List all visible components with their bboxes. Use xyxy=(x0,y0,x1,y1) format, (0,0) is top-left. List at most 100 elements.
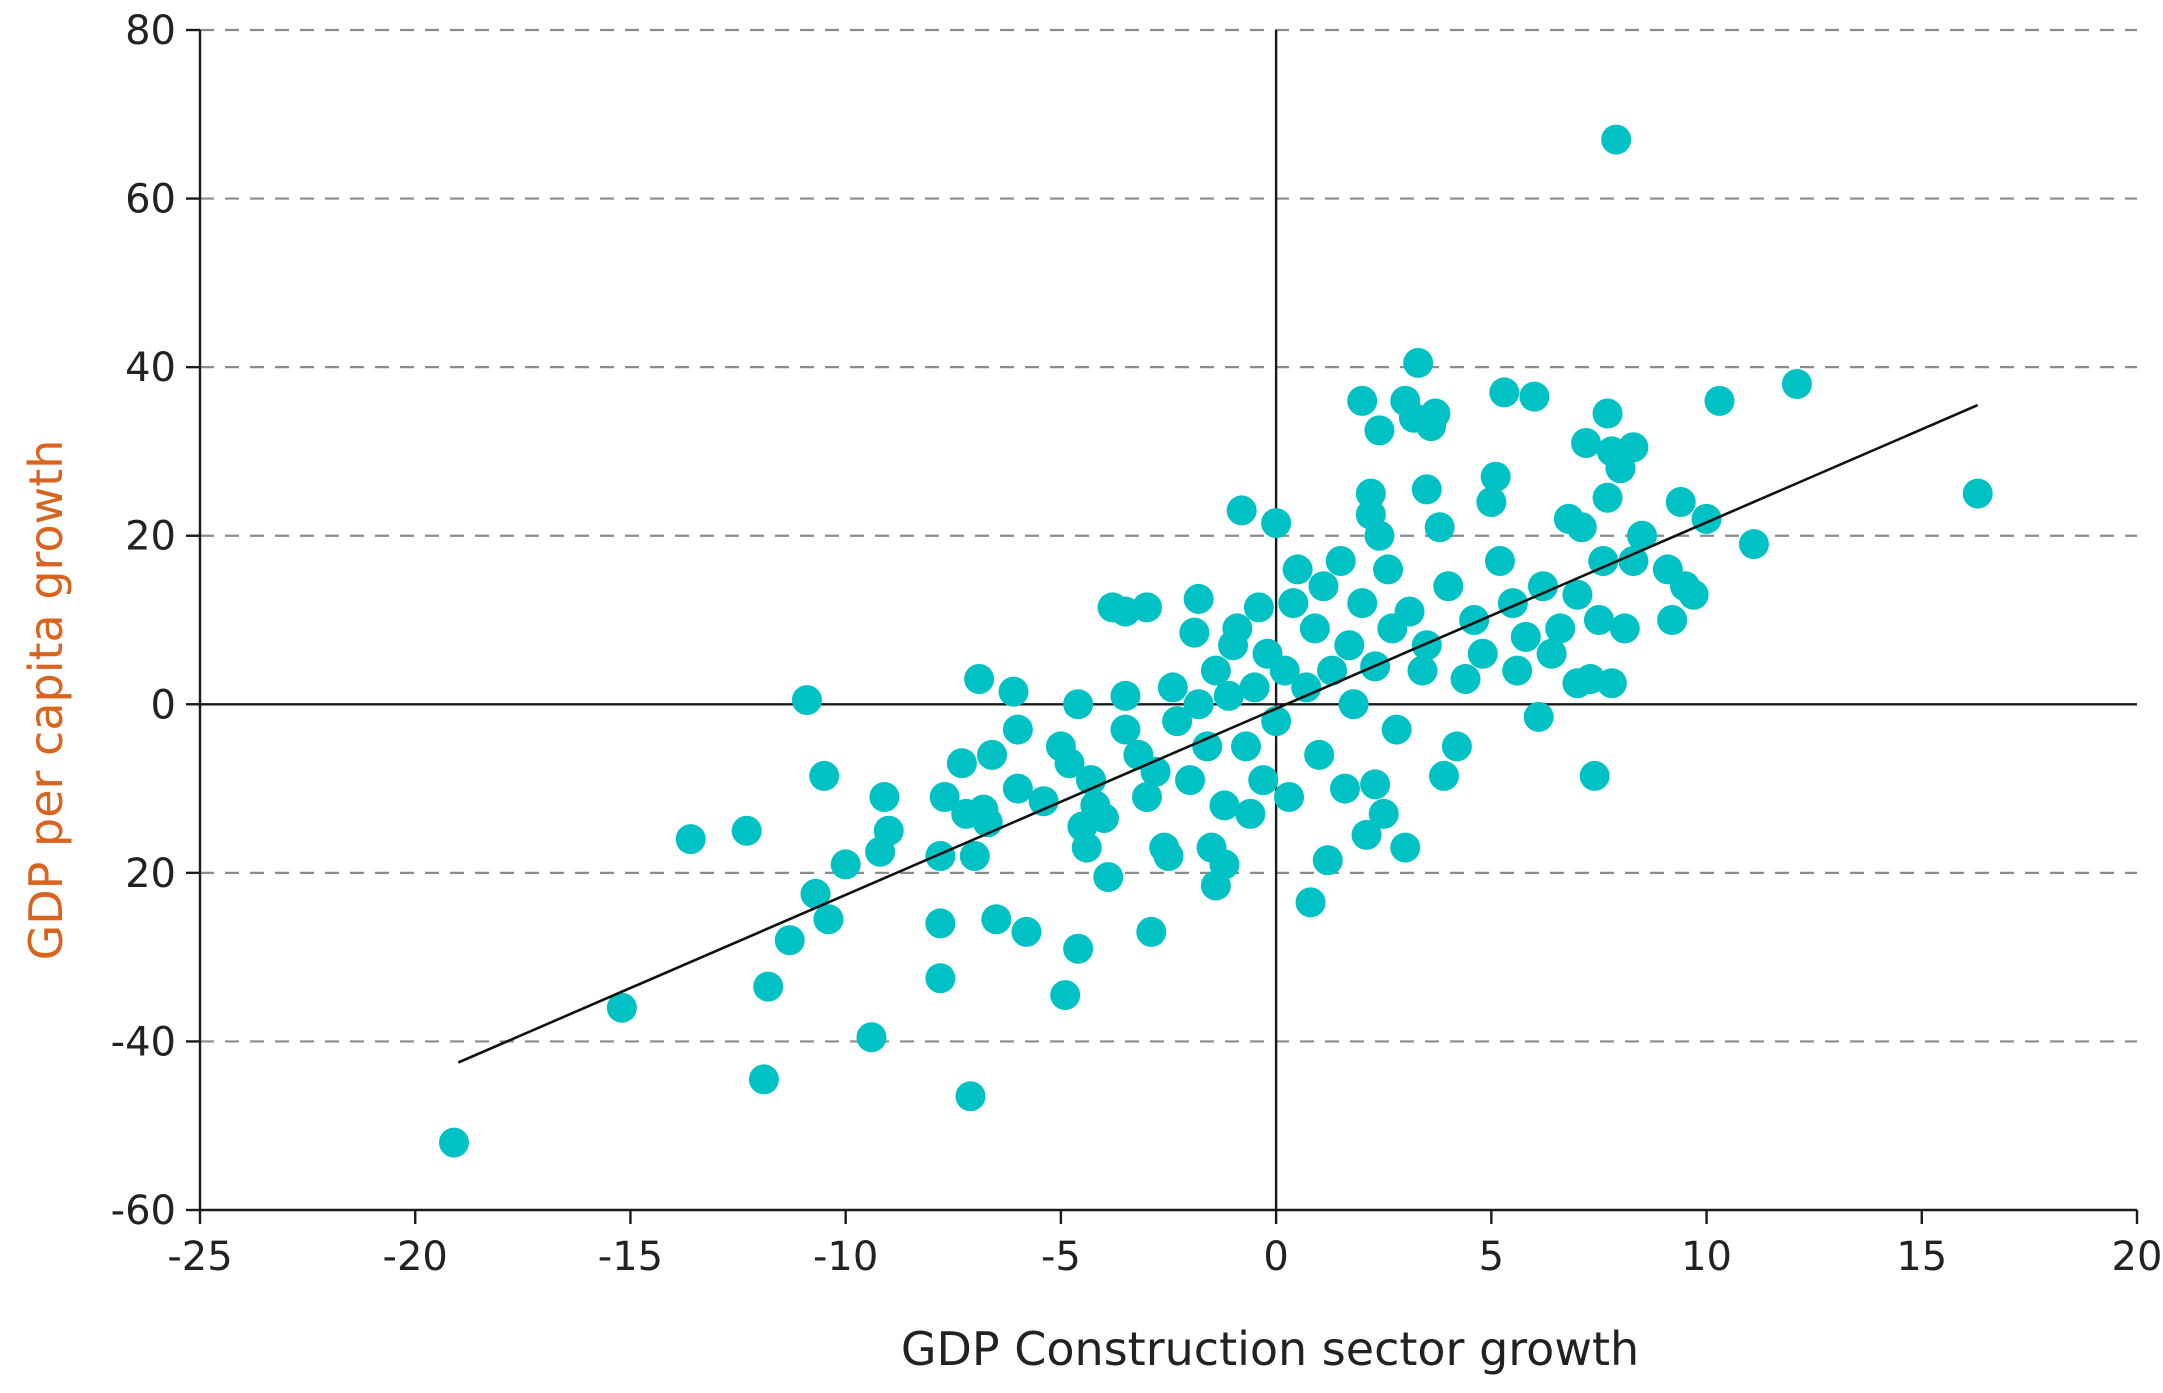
scatter-point xyxy=(1441,731,1472,762)
scatter-point xyxy=(998,676,1029,707)
scatter-point xyxy=(1261,706,1292,737)
scatter-point xyxy=(1450,664,1481,694)
scatter-point xyxy=(1592,482,1623,513)
scatter-point xyxy=(1334,630,1365,661)
scatter-point xyxy=(1183,583,1214,614)
scatter-point xyxy=(1579,760,1610,791)
scatter-point xyxy=(1063,689,1094,720)
trend-layer xyxy=(457,403,1979,1064)
scatter-point xyxy=(1355,478,1386,509)
scatter-point xyxy=(1002,773,1033,804)
scatter-point xyxy=(955,1081,986,1112)
scatter-point xyxy=(1011,916,1042,947)
scatter-point xyxy=(1317,655,1348,686)
scatter-point xyxy=(1153,841,1184,871)
scatter-point xyxy=(856,1022,887,1053)
scatter-point xyxy=(1626,520,1657,551)
scatter-point xyxy=(1131,592,1162,623)
scatter-point xyxy=(800,878,831,909)
y-tick-label: 60 xyxy=(125,177,176,223)
scatter-point xyxy=(925,908,956,939)
scatter-point xyxy=(1063,933,1094,964)
scatter-point xyxy=(1962,478,1993,509)
trend-line xyxy=(457,403,1979,1064)
y-axis-title: GDP per capita growth xyxy=(19,440,73,961)
scatter-point xyxy=(869,782,900,812)
axis-layer xyxy=(186,28,2139,1224)
scatter-point xyxy=(1424,512,1455,543)
scatter-point xyxy=(1459,605,1490,635)
scatter-point xyxy=(1403,347,1434,378)
scatter-point xyxy=(1274,782,1305,812)
scatter-point xyxy=(809,760,840,791)
scatter-point xyxy=(964,664,995,694)
scatter-point xyxy=(438,1127,469,1158)
x-tick-label: 20 xyxy=(2112,1234,2163,1280)
scatter-point xyxy=(1110,714,1141,745)
scatter-point xyxy=(813,904,844,935)
scatter-point xyxy=(1428,760,1459,791)
scatter-point xyxy=(1050,980,1081,1011)
scatter-point xyxy=(981,904,1012,935)
scatter-point xyxy=(1183,689,1214,720)
scatter-point xyxy=(1347,385,1378,416)
scatter-point xyxy=(1665,487,1696,517)
x-tick-label: 15 xyxy=(1896,1234,1947,1280)
scatter-point xyxy=(1230,731,1261,762)
y-tick-label: 80 xyxy=(125,8,176,54)
scatter-point xyxy=(1411,474,1442,505)
grid-layer xyxy=(200,28,2137,1043)
scatter-point xyxy=(1278,588,1309,619)
scatter-point xyxy=(1076,765,1107,796)
x-tick-label: -25 xyxy=(167,1234,232,1280)
scatter-point xyxy=(1222,613,1253,644)
scatter-point xyxy=(1054,748,1085,779)
x-tick-label: -15 xyxy=(598,1234,663,1280)
scatter-point xyxy=(1028,786,1059,817)
point-layer xyxy=(438,124,1993,1158)
x-tick-label: -5 xyxy=(1041,1234,1081,1280)
scatter-point xyxy=(1566,512,1597,543)
scatter-point xyxy=(1110,680,1141,711)
label-layer: GDP Construction sector growth GDP per c… xyxy=(19,8,2162,1376)
scatter-point xyxy=(675,824,706,855)
y-tick-label: 40 xyxy=(125,345,176,391)
scatter-point xyxy=(1071,832,1102,863)
y-tick-label: 0 xyxy=(151,682,176,728)
scatter-point xyxy=(1308,571,1339,602)
scatter-point xyxy=(1179,617,1210,648)
scatter-point xyxy=(1088,803,1119,834)
scatter-point xyxy=(1338,689,1369,720)
scatter-point xyxy=(1562,579,1593,610)
x-tick-label: -10 xyxy=(813,1234,878,1280)
scatter-point xyxy=(606,992,637,1023)
scatter-point xyxy=(1390,832,1421,863)
y-tick-label: -60 xyxy=(111,1188,176,1234)
y-tick-label: -40 xyxy=(111,1019,176,1065)
scatter-point xyxy=(1502,655,1533,686)
scatter-point xyxy=(1239,672,1270,703)
scatter-point xyxy=(1295,887,1326,918)
scatter-point xyxy=(1291,672,1322,703)
scatter-point xyxy=(1781,369,1812,399)
scatter-point xyxy=(1571,428,1602,458)
scatter-point xyxy=(1360,769,1391,800)
y-tick-label: 20 xyxy=(125,514,176,560)
scatter-point xyxy=(946,748,977,779)
scatter-point xyxy=(1433,571,1464,602)
scatter-point xyxy=(1588,546,1619,576)
x-tick-label: 0 xyxy=(1263,1234,1288,1280)
scatter-point xyxy=(1269,655,1300,686)
scatter-point xyxy=(1002,714,1033,745)
scatter-point xyxy=(791,685,822,716)
scatter-point xyxy=(1609,613,1640,644)
x-tick-label: -20 xyxy=(383,1234,448,1280)
scatter-point xyxy=(873,815,904,846)
scatter-point xyxy=(1209,849,1240,880)
scatter-point xyxy=(1592,398,1623,429)
scatter-point xyxy=(1467,638,1498,669)
scatter-point xyxy=(1157,672,1188,703)
scatter-point xyxy=(748,1064,779,1095)
scatter-point xyxy=(1131,782,1162,812)
scatter-point xyxy=(1536,638,1567,669)
